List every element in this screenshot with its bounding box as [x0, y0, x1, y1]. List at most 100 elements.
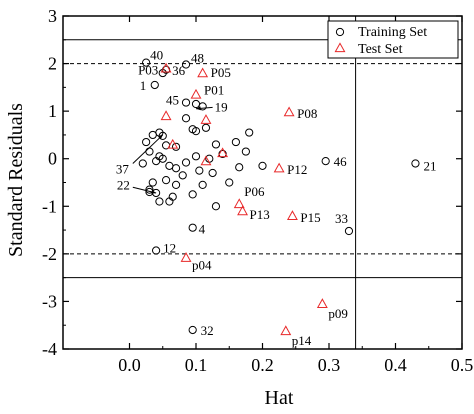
test-point: [190, 88, 202, 99]
training-point: [181, 60, 191, 69]
training-point: [161, 176, 171, 185]
annotation-label: 19: [215, 99, 228, 114]
training-point: [165, 161, 174, 170]
point-label: P05: [211, 65, 231, 80]
legend: Training Set Test Set: [327, 20, 459, 59]
annotation-arrow-head: [151, 189, 157, 194]
point-label: 1: [140, 78, 147, 93]
data-marks: [138, 58, 420, 336]
annotation-label: 37: [116, 161, 130, 176]
training-point: [191, 99, 201, 109]
legend-test-label: Test Set: [358, 42, 403, 57]
y-tick-label: 1: [48, 101, 57, 121]
x-tick-label: 0.4: [384, 355, 407, 375]
training-point: [195, 166, 204, 175]
training-point: [344, 226, 354, 236]
training-point: [188, 125, 197, 134]
training-point: [178, 171, 187, 180]
y-tick-label: -4: [42, 339, 57, 359]
training-point: [198, 180, 207, 189]
point-label: 48: [191, 51, 204, 66]
test-point: [233, 198, 245, 209]
training-point: [211, 140, 221, 149]
annotation-arrow-head: [196, 106, 201, 111]
training-point: [158, 131, 167, 140]
training-point: [181, 114, 191, 123]
y-tick-label: 0: [48, 149, 57, 169]
training-point: [225, 178, 234, 187]
point-label: P13: [250, 207, 270, 222]
training-point: [181, 98, 191, 107]
legend-test-marker: [334, 42, 346, 53]
point-label: 32: [201, 323, 214, 338]
training-point: [142, 137, 151, 147]
x-tick-label: 0.2: [251, 355, 274, 375]
test-point: [283, 106, 295, 117]
y-tick-label: 2: [48, 54, 57, 74]
test-point: [316, 298, 328, 308]
x-tick-label: 0.1: [185, 355, 208, 375]
training-point: [155, 197, 164, 206]
point-label: p04: [192, 258, 212, 273]
training-point: [208, 168, 217, 178]
test-point: [217, 147, 229, 158]
test-point: [286, 210, 298, 220]
point-label: 46: [334, 154, 348, 169]
x-axis-label: Hat: [265, 387, 294, 409]
test-point: [167, 138, 179, 149]
training-point: [198, 102, 207, 111]
training-point: [188, 325, 197, 335]
point-label: 33: [335, 211, 348, 226]
legend-box: [327, 20, 459, 59]
legend-training-label: Training Set: [358, 25, 427, 40]
training-point: [171, 164, 181, 173]
test-point: [160, 110, 172, 121]
x-tick-label: 0.0: [118, 355, 141, 375]
test-point: [273, 162, 285, 173]
test-point: [280, 325, 292, 336]
point-label: 40: [150, 48, 163, 63]
training-point: [241, 147, 250, 156]
y-tick-label: -2: [42, 244, 57, 264]
annotation-arrow-head: [158, 134, 163, 140]
y-tick-label: -1: [42, 196, 57, 216]
point-label: P03: [138, 62, 158, 77]
training-point: [150, 80, 159, 90]
point-label: P15: [300, 210, 320, 225]
point-label: 4: [199, 222, 206, 237]
point-label: P12: [287, 162, 307, 177]
legend-training-marker: [335, 27, 345, 37]
training-point: [181, 158, 191, 167]
training-point: [191, 152, 201, 161]
x-tick-label: 0.5: [451, 355, 474, 375]
annotation-arrow-line: [132, 134, 164, 164]
tick-marks: [63, 15, 463, 350]
training-point: [148, 130, 157, 140]
training-point: [201, 123, 211, 132]
training-point: [188, 190, 197, 199]
training-point: [165, 197, 174, 206]
training-point: [142, 58, 151, 67]
training-point: [171, 180, 181, 189]
point-label: P01: [204, 82, 224, 97]
annotation-label: 22: [117, 177, 130, 192]
point-label: p14: [292, 333, 312, 348]
training-point: [321, 156, 330, 166]
test-point: [160, 62, 172, 73]
test-point: [197, 67, 209, 78]
test-point: [237, 205, 248, 216]
training-point: [245, 128, 254, 137]
point-label: 21: [423, 158, 436, 173]
training-point: [171, 142, 181, 151]
training-point: [411, 159, 420, 168]
point-label: 12: [163, 241, 176, 256]
training-point: [231, 137, 240, 147]
training-point: [188, 223, 197, 232]
point-label: P06: [244, 184, 265, 199]
training-point: [145, 147, 154, 156]
point-label: p09: [328, 306, 348, 321]
training-point: [138, 159, 147, 168]
